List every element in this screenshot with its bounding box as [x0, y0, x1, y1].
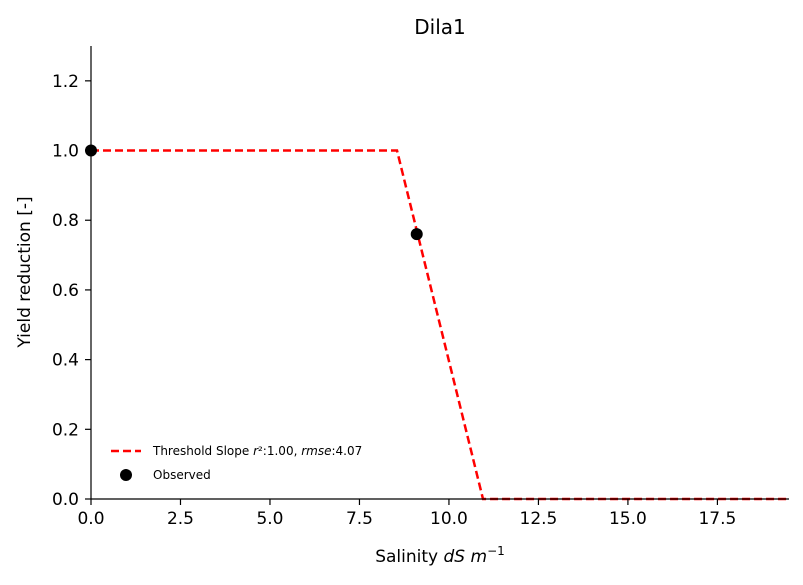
x-tick-label: 12.5	[520, 509, 558, 529]
x-tick-label: 10.0	[430, 509, 468, 529]
y-ticks: 0.0 0.2 0.4 0.6 0.8 1.0 1.2	[52, 72, 91, 510]
y-tick-label: 0.0	[52, 490, 79, 510]
x-ticks: 0.0 2.5 5.0 7.5 10.0 12.5 15.0 17.5	[77, 499, 736, 529]
x-tick-label: 5.0	[256, 509, 283, 529]
chart-title: Dila1	[414, 15, 466, 39]
legend-observed-label: Observed	[153, 468, 211, 482]
y-tick-label: 0.4	[52, 351, 79, 371]
x-tick-label: 2.5	[167, 509, 194, 529]
x-tick-label: 15.0	[609, 509, 647, 529]
x-tick-label: 17.5	[698, 509, 736, 529]
y-tick-label: 0.8	[52, 211, 79, 231]
y-tick-label: 0.2	[52, 420, 79, 440]
legend-observed-marker	[120, 469, 132, 481]
observed-point	[410, 228, 423, 241]
legend: Threshold Slope r²:1.00, rmse:4.07 Obser…	[111, 444, 362, 482]
x-tick-label: 0.0	[77, 509, 104, 529]
y-tick-label: 0.6	[52, 281, 79, 301]
y-axis-title: Yield reduction [-]	[15, 196, 35, 348]
y-tick-label: 1.0	[52, 142, 79, 162]
x-axis-title: Salinity dS m−1	[375, 544, 505, 567]
legend-threshold-label: Threshold Slope r²:1.00, rmse:4.07	[152, 444, 362, 458]
x-tick-label: 7.5	[346, 509, 373, 529]
y-tick-label: 1.2	[52, 72, 79, 92]
